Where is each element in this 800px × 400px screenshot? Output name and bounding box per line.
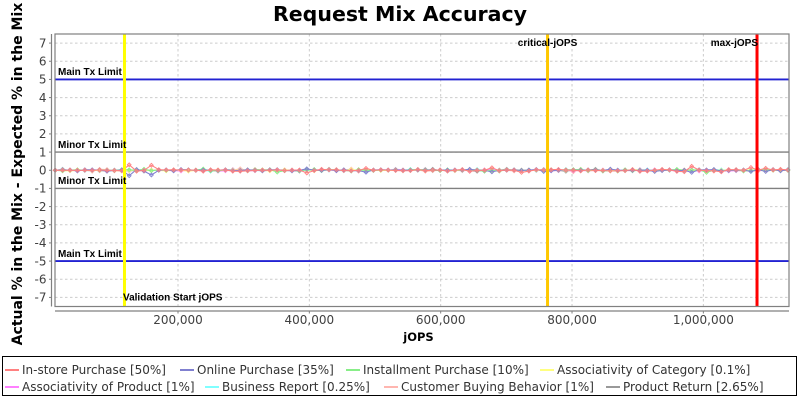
legend-swatch xyxy=(606,385,620,388)
legend: In-store Purchase [50%] Online Purchase [… xyxy=(2,356,797,396)
x-tick-label: 800,000 xyxy=(547,313,597,327)
legend-row: In-store Purchase [50%] Online Purchase [… xyxy=(3,361,796,379)
chart-title: Request Mix Accuracy xyxy=(272,2,527,26)
legend-label: In-store Purchase [50%] xyxy=(22,362,166,377)
y-tick-label: 6 xyxy=(39,54,47,68)
y-tick-label: -4 xyxy=(35,236,47,250)
series-markers xyxy=(52,162,791,176)
legend-swatch xyxy=(346,368,360,371)
y-tick-label: -3 xyxy=(35,218,47,232)
plot-border xyxy=(54,33,790,308)
legend-label: Installment Purchase [10%] xyxy=(363,362,529,377)
limit-line-label: Main Tx Limit xyxy=(58,67,123,78)
legend-item: Associativity of Product [1%] xyxy=(5,378,195,396)
y-tick-label: 1 xyxy=(39,145,47,159)
legend-item: Online Purchase [35%] xyxy=(180,361,334,379)
y-tick-label: 5 xyxy=(39,73,47,87)
legend-swatch xyxy=(5,385,19,388)
x-tick-label: 1,000,000 xyxy=(673,313,734,327)
y-tick-label: -1 xyxy=(35,182,47,196)
legend-label: Customer Buying Behavior [1%] xyxy=(401,379,594,394)
x-axis-title: jOPS xyxy=(403,330,434,344)
legend-swatch xyxy=(540,368,554,371)
y-tick-label: 7 xyxy=(39,36,47,50)
y-tick-label: 0 xyxy=(39,163,47,177)
legend-swatch xyxy=(5,368,19,371)
x-tick-label: 600,000 xyxy=(416,313,466,327)
y-tick-label: -2 xyxy=(35,200,47,214)
series-line xyxy=(55,164,788,174)
legend-label: Business Report [0.25%] xyxy=(222,379,370,394)
y-tick-label: 3 xyxy=(39,109,47,123)
y-tick-label: 4 xyxy=(39,91,47,105)
legend-item: Business Report [0.25%] xyxy=(205,378,370,396)
legend-swatch xyxy=(205,385,219,388)
legend-swatch xyxy=(384,385,398,388)
x-tick-label: 400,000 xyxy=(285,313,335,327)
legend-item: Product Return [2.65%] xyxy=(606,378,764,396)
plot-area: 7 6 5 4 3 2 1 0 -1 -2 -3 -4 -5 -6 -7 200,000 400,000 600,… xyxy=(35,33,791,327)
y-tick-label: -6 xyxy=(35,272,47,286)
marker-line-label: max-jOPS xyxy=(711,38,759,49)
y-tick-label: -5 xyxy=(35,254,47,268)
legend-item: Associativity of Category [0.1%] xyxy=(540,361,750,379)
legend-item: Installment Purchase [10%] xyxy=(346,361,529,379)
legend-label: Associativity of Category [0.1%] xyxy=(557,362,751,377)
y-tick-label: -7 xyxy=(35,291,47,305)
limit-line-label: Main Tx Limit xyxy=(58,249,123,260)
legend-row: Associativity of Product [1%] Business Re… xyxy=(3,378,796,396)
legend-label: Product Return [2.65%] xyxy=(623,379,764,394)
legend-item: In-store Purchase [50%] xyxy=(5,361,166,379)
legend-swatch xyxy=(180,368,194,371)
marker-line-label: Validation Start jOPS xyxy=(123,293,223,304)
series-markers xyxy=(52,166,791,179)
marker-line-label: critical-jOPS xyxy=(518,38,578,49)
legend-item: Customer Buying Behavior [1%] xyxy=(384,378,594,396)
legend-label: Associativity of Product [1%] xyxy=(22,379,195,394)
y-tick-label: 2 xyxy=(39,127,47,141)
limit-line-label: Minor Tx Limit xyxy=(58,176,127,187)
legend-label: Online Purchase [35%] xyxy=(197,362,334,377)
x-tick-label: 200,000 xyxy=(153,313,203,327)
limit-line-label: Minor Tx Limit xyxy=(58,140,127,151)
